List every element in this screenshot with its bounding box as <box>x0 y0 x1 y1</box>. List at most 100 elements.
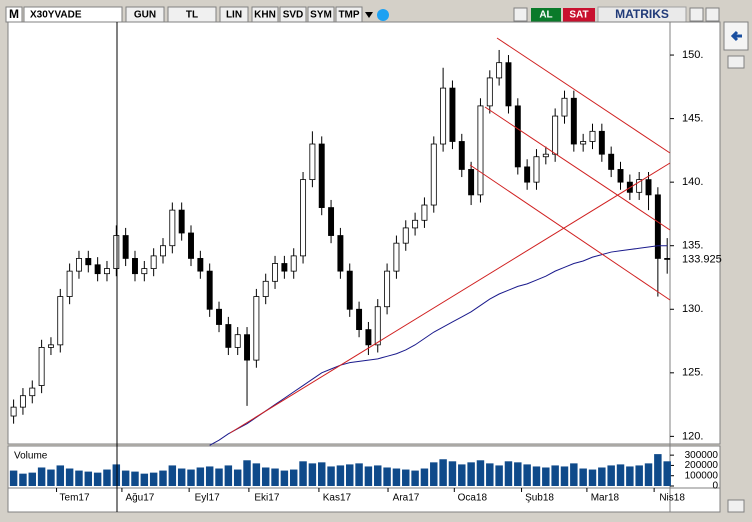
x-tick-label: Ağu17 <box>125 493 154 504</box>
side-button[interactable] <box>727 55 745 69</box>
volume-bar <box>243 460 251 486</box>
candle-body <box>188 232 194 259</box>
y-tick-label: 125. <box>682 367 703 379</box>
candle-body <box>608 153 615 170</box>
volume-tick-label: 0 <box>712 481 718 492</box>
x-tick-label: Şub18 <box>525 493 554 504</box>
candle-body <box>47 344 54 348</box>
volume-bar <box>411 470 419 486</box>
side-arrow[interactable] <box>730 30 742 42</box>
volume-bar <box>289 469 298 486</box>
volume-bar <box>159 470 167 486</box>
buy-label[interactable]: AL <box>539 10 552 21</box>
trend-line <box>496 37 671 154</box>
candle-body <box>636 179 643 193</box>
candle-body <box>225 324 232 348</box>
x-tick-label: Oca18 <box>458 493 488 504</box>
volume-bar <box>644 463 653 486</box>
volume-bar <box>663 461 671 486</box>
y-tick-label: 140. <box>682 176 703 188</box>
window-button[interactable] <box>705 7 720 22</box>
volume-bar <box>402 469 410 486</box>
candle-body <box>468 169 475 196</box>
volume-title: Volume <box>14 451 48 462</box>
candle-body <box>206 270 213 310</box>
volume-bar <box>383 467 391 486</box>
volume-bar <box>542 467 550 486</box>
toolbar-button-label[interactable]: TMP <box>338 10 359 21</box>
candle-body <box>542 153 549 158</box>
candle-body <box>337 235 344 272</box>
toolbar-button-label[interactable]: GUN <box>134 10 156 21</box>
candle-body <box>57 296 64 346</box>
candle-body <box>262 280 269 297</box>
volume-bar <box>570 463 578 486</box>
candle-body <box>449 87 456 142</box>
volume-bar <box>205 466 214 486</box>
toolbar-button-label[interactable]: SVD <box>283 10 304 21</box>
candle-body <box>19 395 26 408</box>
brand: MATRIKS <box>615 7 669 21</box>
volume-bar <box>196 467 205 486</box>
volume-bar <box>430 462 438 486</box>
candle-body <box>654 194 661 259</box>
volume-tick-label: 100000 <box>685 470 719 481</box>
candle-body <box>38 346 45 386</box>
candle-body <box>104 268 110 275</box>
volume-bar <box>149 472 158 486</box>
toolbar-button-label[interactable]: LIN <box>226 10 242 21</box>
candle-body <box>598 130 605 155</box>
toolbar-button-label[interactable]: KHN <box>254 10 276 21</box>
candle-body <box>300 179 307 257</box>
volume-bar <box>374 465 382 486</box>
dropdown-arrow[interactable] <box>365 12 373 18</box>
sell-label[interactable]: SAT <box>569 10 588 21</box>
candle-body <box>430 143 437 206</box>
y-tick-label: 120. <box>682 430 703 442</box>
toolbar-button-label[interactable]: SYM <box>310 10 332 21</box>
candle-body <box>589 130 596 142</box>
volume-bar <box>392 468 401 486</box>
volume-bar <box>187 469 195 486</box>
volume-bar <box>588 469 597 486</box>
candle-body <box>356 308 363 331</box>
candle-body <box>272 263 279 282</box>
toolbar-button-label[interactable]: TL <box>186 10 198 21</box>
buy-button[interactable] <box>531 8 561 22</box>
candle-body <box>374 306 381 346</box>
candle-body <box>346 270 353 310</box>
window-button[interactable] <box>689 7 704 22</box>
logo[interactable]: M <box>9 7 19 21</box>
volume-bar <box>215 468 223 486</box>
candle-body <box>477 105 484 196</box>
side-button[interactable] <box>727 499 745 513</box>
candle-body <box>617 169 624 183</box>
candle-body <box>384 270 391 308</box>
icon-button[interactable] <box>513 7 528 22</box>
candle-body <box>178 209 185 234</box>
x-tick-label: Tem17 <box>60 493 90 504</box>
candle-body <box>132 258 138 275</box>
twitter-icon[interactable] <box>377 9 389 21</box>
x-tick-label: Mar18 <box>591 493 620 504</box>
volume-bar <box>364 466 373 486</box>
volume-bar <box>635 465 643 486</box>
volume-bar <box>56 465 65 486</box>
volume-bar <box>233 469 242 486</box>
candle-body <box>197 258 204 272</box>
candle-body <box>421 204 428 221</box>
trend-line <box>229 162 671 434</box>
x-tick-label: Kas17 <box>323 493 352 504</box>
candle-body <box>496 62 503 79</box>
candle-body <box>328 207 335 236</box>
volume-bar <box>271 468 279 486</box>
y-tick-label: 150. <box>682 49 703 61</box>
sell-button[interactable] <box>563 8 595 22</box>
volume-bar <box>252 463 261 486</box>
volume-bar <box>47 469 55 486</box>
volume-tick-label: 300000 <box>685 450 719 461</box>
symbol[interactable]: X30YVADE <box>30 10 82 21</box>
volume-bar <box>458 464 466 486</box>
candle-body <box>440 87 447 145</box>
volume-bar <box>467 462 475 486</box>
